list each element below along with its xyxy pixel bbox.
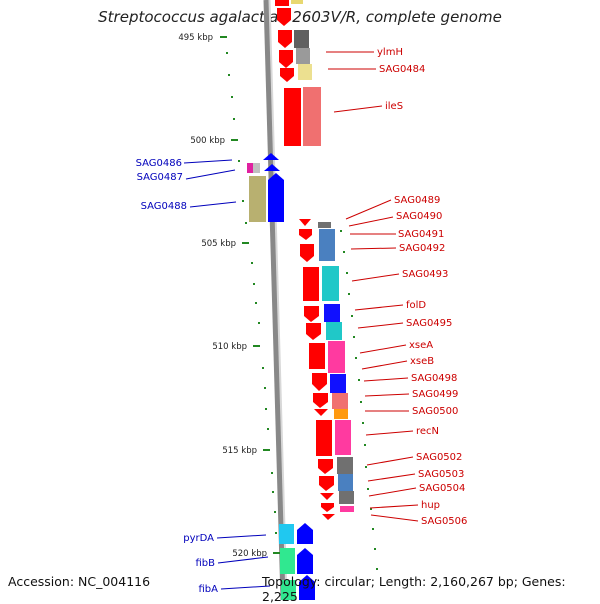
backbone [263,0,286,600]
feature-block [330,374,346,393]
ruler-label-515: 515 kbp [222,446,257,456]
gene-label-sag0498: SAG0498 [411,373,457,384]
cds-arrow [264,164,280,171]
cds-arrow [299,219,311,226]
cds-arrow [320,493,334,500]
feature-block [319,229,335,261]
feature-block [328,341,345,373]
feature-block [291,0,303,4]
cds-arrow [275,0,289,6]
gene-label-fibb: fibB [195,558,215,569]
ruler-label-510: 510 kbp [212,342,247,352]
ruler-label-505: 505 kbp [201,239,236,249]
ruler-label-500: 500 kbp [190,136,225,146]
cds-arrow [318,459,333,474]
feature-block [326,322,342,340]
cds-arrow [312,373,327,391]
gene-label-sag0488: SAG0488 [141,201,187,212]
forward-leader-lines [326,51,419,522]
gene-label-ylmh: ylmH [377,47,403,58]
gene-label-iles: ileS [385,101,403,112]
reverse-feature-track [247,163,296,600]
feature-block [339,491,354,504]
gene-label-sag0495: SAG0495 [406,318,452,329]
ruler-ticks [220,36,280,554]
feature-block [324,304,340,322]
forward-feature-track [291,0,354,512]
feature-block [322,266,339,301]
gene-label-sag0491: SAG0491 [398,229,444,240]
gene-label-hup: hup [421,500,440,511]
feature-block [249,176,266,222]
gene-label-xseb: xseB [410,356,434,367]
feature-block [253,163,260,173]
cds-arrow [278,30,292,48]
gene-label-sag0484: SAG0484 [379,64,425,75]
gene-label-sag0502: SAG0502 [416,452,462,463]
gene-label-sag0492: SAG0492 [399,243,445,254]
gene-label-recn: recN [416,426,439,437]
cds-arrow [304,306,319,322]
ruler-label-520: 520 kbp [232,549,267,559]
gene-label-sag0504: SAG0504 [419,483,465,494]
gene-label-sag0489: SAG0489 [394,195,440,206]
reverse-leader-lines [183,159,271,590]
cds-arrow [314,409,328,416]
gene-label-xsea: xseA [409,340,433,351]
cds-arrow [297,548,313,574]
feature-block [279,524,294,544]
feature-block [296,48,310,64]
gene-label-pyrda: pyrDA [183,533,214,544]
cds-arrow [322,514,335,520]
feature-block [332,393,348,409]
gene-label-sag0487: SAG0487 [137,172,183,183]
ruler-label-495: 495 kbp [178,33,213,43]
cds-arrow [297,523,313,544]
accession-label: Accession: NC_004116 [8,574,151,589]
cds-arrow [309,343,325,369]
gene-label-sag0486: SAG0486 [136,158,182,169]
feature-block [337,457,353,474]
cds-arrow [263,153,279,160]
gene-label-sag0506: SAG0506 [421,516,467,527]
cds-arrow [284,88,301,146]
map-title: Streptococcus agalactiae 2603V/R, comple… [98,8,502,26]
feature-block [247,163,253,173]
cds-arrow [313,393,328,408]
forward-cds-track [275,0,335,520]
feature-block [335,420,351,455]
gene-label-sag0500: SAG0500 [412,406,458,417]
feature-block [318,222,331,228]
feature-block [280,548,295,574]
cds-arrow [316,420,332,456]
cds-arrow [299,575,315,600]
cds-arrow [268,173,284,222]
feature-block [338,474,353,491]
cds-arrow [299,229,312,240]
cds-arrow [277,8,291,26]
cds-arrow [279,50,293,68]
cds-arrow [321,503,334,512]
gene-label-sag0499: SAG0499 [412,389,458,400]
backbone-shadow [267,0,288,600]
feature-block [294,30,309,48]
gene-label-sag0503: SAG0503 [418,469,464,480]
cds-arrow [303,267,319,301]
feature-block [303,87,321,146]
cds-arrow [280,68,294,82]
cds-arrow [306,323,321,340]
gene-label-fiba: fibA [199,584,219,595]
gene-label-fold: folD [406,300,426,311]
feature-block [298,64,312,80]
feature-block [334,409,348,419]
reverse-cds-track [263,153,315,600]
feature-block [340,506,354,512]
cds-arrow [300,244,314,262]
gene-label-sag0490: SAG0490 [396,211,442,222]
gene-label-sag0493: SAG0493 [402,269,448,280]
cds-arrow [319,476,334,491]
ruler-dots [226,52,378,570]
feature-block [281,580,296,600]
